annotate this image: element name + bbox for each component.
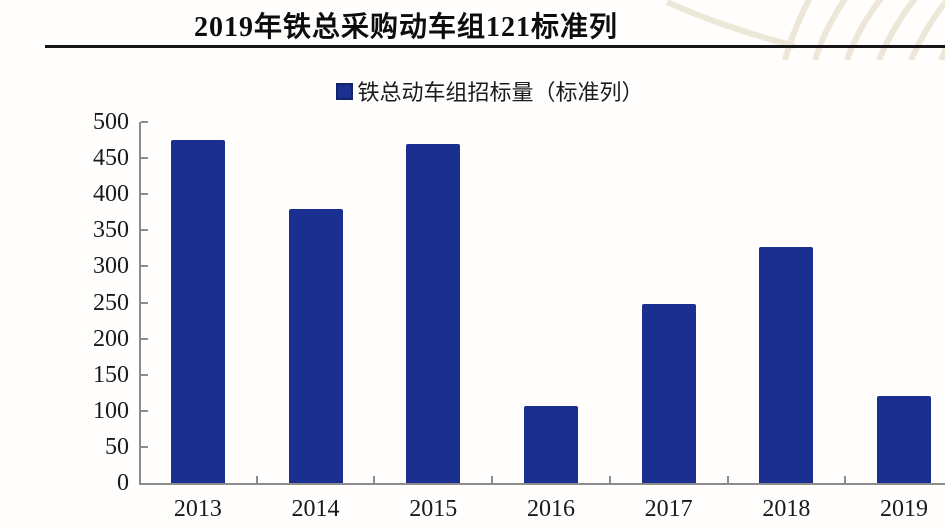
x-tick-label: 2019	[880, 496, 929, 522]
legend-swatch-icon	[336, 82, 354, 100]
x-tick-mark	[726, 476, 729, 483]
x-tick-label: 2013	[173, 496, 222, 522]
y-tick-label: 500	[93, 109, 129, 135]
chart-title: 2019年铁总采购动车组121标准列	[193, 12, 618, 43]
legend: 铁总动车组招标量（标准列）	[0, 75, 945, 107]
x-tick-mark	[491, 476, 494, 483]
y-tick-mark	[141, 409, 148, 412]
y-tick-label: 450	[93, 145, 129, 172]
x-tick-mark	[608, 476, 611, 483]
bar-2017	[641, 304, 696, 483]
y-tick-mark	[141, 265, 148, 268]
bar-2013	[170, 140, 225, 483]
x-tick-label: 2016	[526, 496, 575, 522]
bar-2018	[759, 247, 814, 483]
y-tick-label: 150	[93, 361, 129, 388]
title-divider-rule	[45, 45, 945, 48]
y-tick-mark	[141, 229, 148, 232]
bar-2014	[288, 209, 343, 483]
y-tick-label: 100	[93, 397, 129, 424]
y-tick-label: 350	[93, 217, 129, 244]
x-tick-label: 2015	[409, 496, 458, 522]
y-axis-line	[139, 122, 141, 485]
y-tick-mark	[141, 121, 148, 123]
y-tick-mark	[141, 193, 148, 196]
y-tick-mark	[141, 445, 148, 448]
y-tick-mark	[141, 373, 148, 376]
x-tick-mark	[844, 476, 847, 483]
x-tick-mark	[373, 476, 376, 483]
x-tick-mark	[255, 476, 258, 483]
bar-2015	[406, 144, 461, 483]
legend-label: 铁总动车组招标量（标准列）	[357, 80, 644, 105]
bar-2016	[523, 406, 578, 483]
y-tick-mark	[141, 301, 148, 304]
plot-area: 0 50 100 150 200 250 300 350 400 450 500 2013 2014 20…	[93, 109, 945, 522]
y-tick-label: 0	[117, 470, 129, 496]
y-tick-mark	[141, 337, 148, 340]
x-tick-label: 2018	[762, 496, 811, 522]
bar-2019	[877, 396, 932, 483]
y-tick-label: 300	[93, 253, 129, 280]
y-tick-mark	[141, 157, 148, 160]
x-tick-label: 2014	[291, 496, 340, 522]
y-tick-label: 200	[93, 325, 129, 352]
x-axis-line	[139, 483, 945, 485]
y-tick-label: 400	[93, 181, 129, 208]
x-tick-label: 2017	[644, 496, 693, 522]
y-tick-label: 50	[105, 433, 129, 460]
y-tick-label: 250	[93, 289, 129, 316]
